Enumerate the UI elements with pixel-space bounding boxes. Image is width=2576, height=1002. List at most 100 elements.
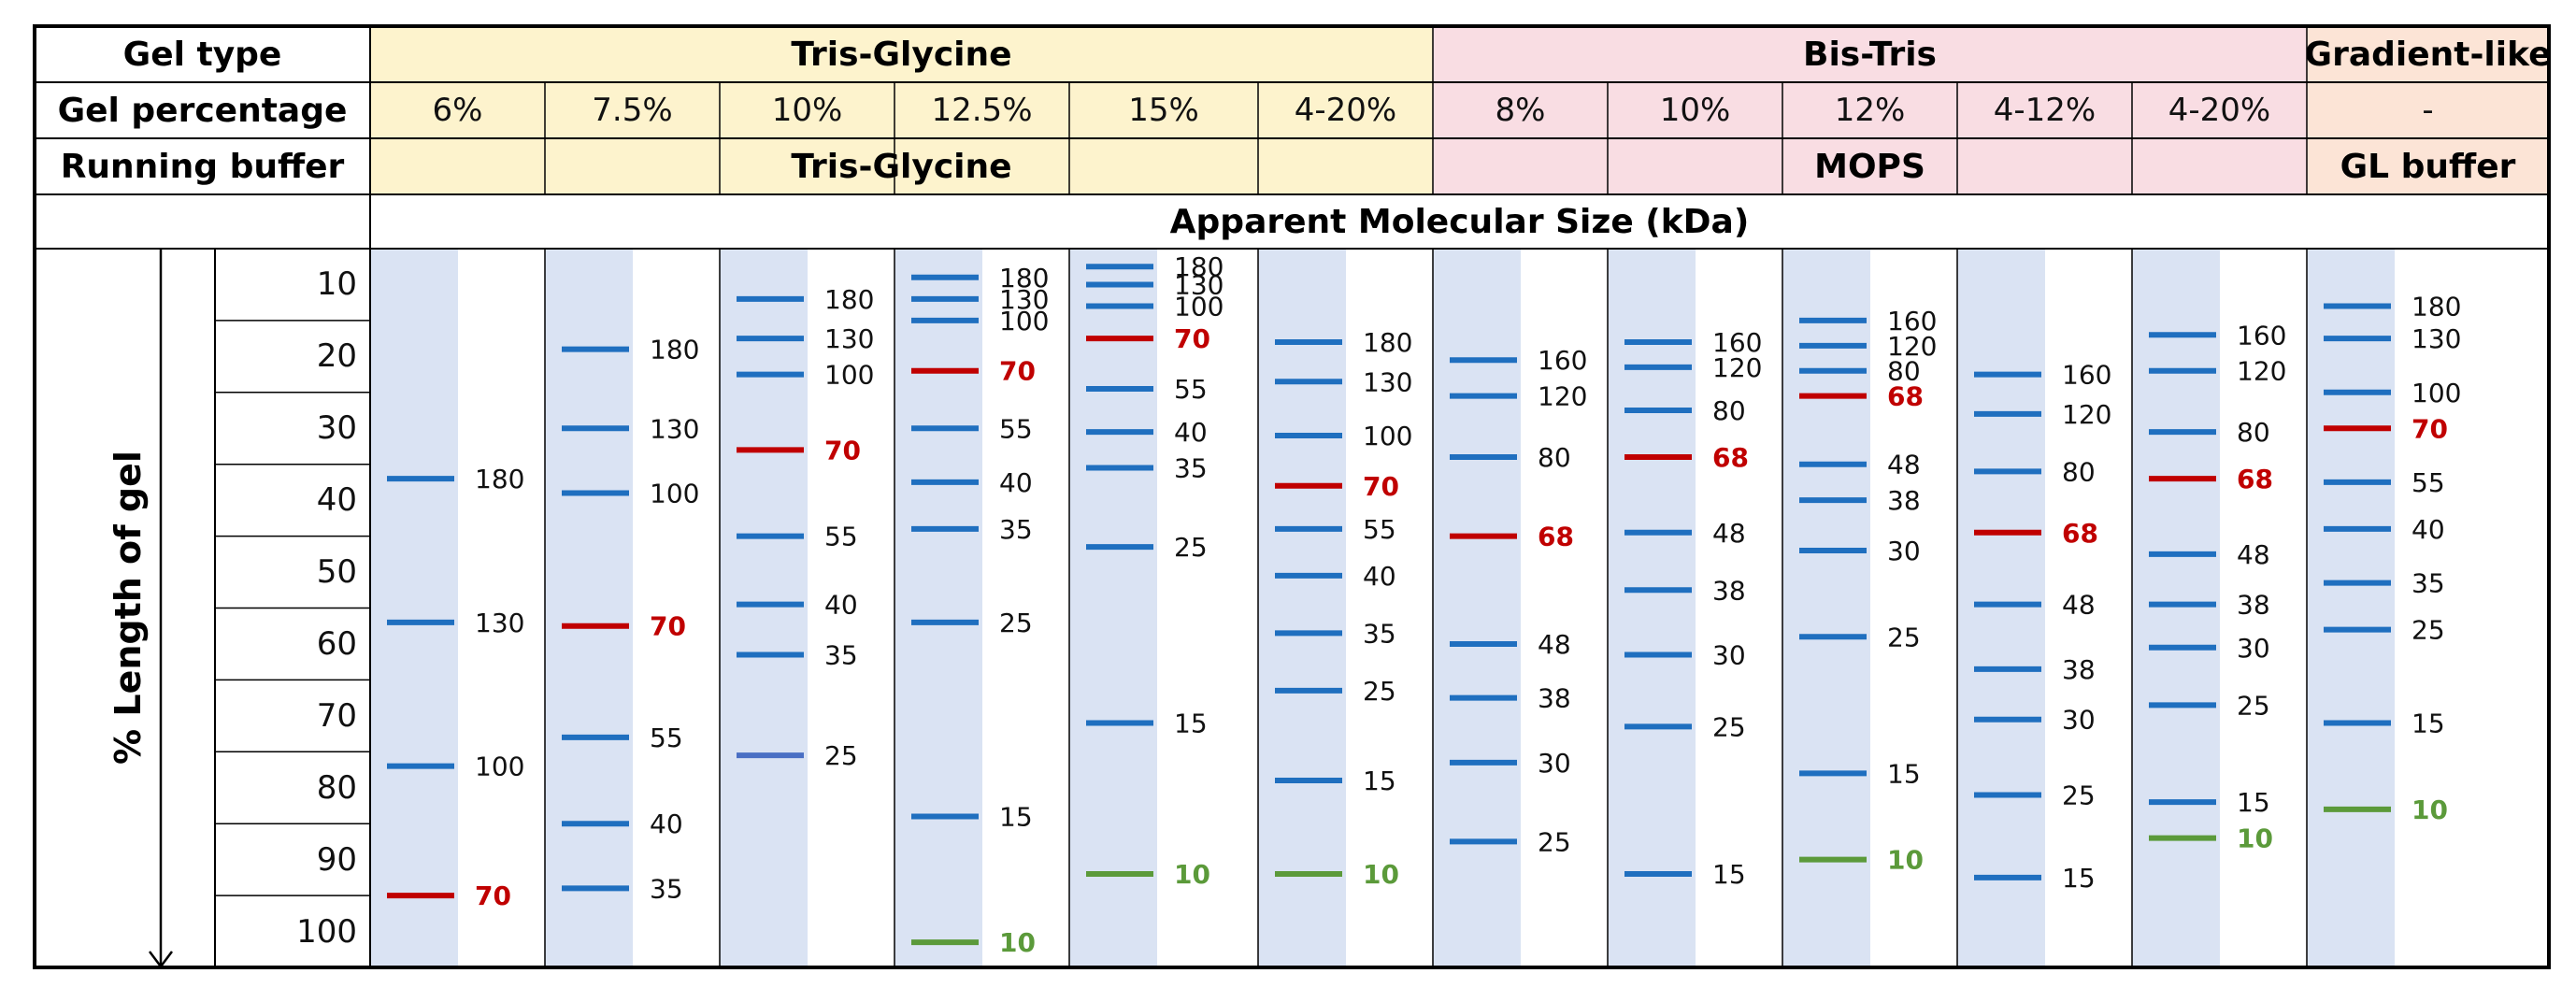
marker-label-lane5-70: 70 xyxy=(1174,323,1210,354)
ruler-tick-40: 40 xyxy=(316,481,357,520)
marker-label-lane6-130: 130 xyxy=(1363,366,1412,397)
marker-label-lane10-15: 15 xyxy=(2062,863,2096,894)
marker-label-lane6-10: 10 xyxy=(1363,859,1399,890)
marker-label-lane4-10: 10 xyxy=(999,927,1036,958)
lane-band-5 xyxy=(1069,249,1157,967)
lane-band-6 xyxy=(1258,249,1346,967)
gel-percentage-10: 4-12% xyxy=(1993,92,2097,129)
marker-label-lane4-40: 40 xyxy=(999,467,1033,498)
marker-label-lane10-68: 68 xyxy=(2062,518,2098,549)
marker-label-lane9-10: 10 xyxy=(1887,845,1924,876)
marker-label-lane7-48: 48 xyxy=(1538,629,1571,660)
marker-label-lane10-48: 48 xyxy=(2062,590,2096,621)
lane-band-2 xyxy=(545,249,633,967)
marker-label-lane9-68: 68 xyxy=(1887,381,1924,412)
marker-label-lane7-120: 120 xyxy=(1538,381,1587,412)
gel-percentage-6: 4-20% xyxy=(1294,92,1397,129)
marker-label-lane5-130: 130 xyxy=(1174,269,1224,300)
marker-label-lane1-180: 180 xyxy=(475,464,524,494)
marker-label-lane7-80: 80 xyxy=(1538,442,1571,473)
marker-label-lane11-68: 68 xyxy=(2237,464,2273,494)
marker-label-lane12-70: 70 xyxy=(2411,413,2448,444)
marker-label-lane4-35: 35 xyxy=(999,514,1033,545)
marker-label-lane6-15: 15 xyxy=(1363,766,1396,796)
marker-label-lane12-15: 15 xyxy=(2411,709,2445,739)
marker-label-lane1-70: 70 xyxy=(475,880,511,911)
marker-label-lane6-180: 180 xyxy=(1363,327,1412,358)
lane-band-1 xyxy=(370,249,458,967)
marker-label-lane3-130: 130 xyxy=(824,323,874,354)
ruler-tick-20: 20 xyxy=(316,337,357,376)
marker-label-lane3-40: 40 xyxy=(824,590,858,621)
marker-label-lane2-130: 130 xyxy=(650,413,699,444)
marker-label-lane11-15: 15 xyxy=(2237,787,2270,818)
gel-percentage-8: 10% xyxy=(1659,92,1731,129)
marker-label-lane6-35: 35 xyxy=(1363,618,1396,649)
marker-label-lane7-68: 68 xyxy=(1538,522,1574,552)
ruler-tick-70: 70 xyxy=(316,696,357,735)
marker-label-lane12-130: 130 xyxy=(2411,323,2461,354)
marker-label-lane3-100: 100 xyxy=(824,360,874,391)
marker-label-lane2-40: 40 xyxy=(650,809,683,839)
marker-label-lane5-15: 15 xyxy=(1174,709,1208,739)
gel-percentage-2: 7.5% xyxy=(592,92,673,129)
marker-label-lane6-25: 25 xyxy=(1363,676,1396,707)
marker-label-lane8-80: 80 xyxy=(1712,395,1746,426)
row-label-gel-percentage: Gel percentage xyxy=(57,91,348,130)
marker-label-lane10-38: 38 xyxy=(2062,654,2096,685)
marker-label-lane4-180: 180 xyxy=(999,263,1049,293)
marker-label-lane6-40: 40 xyxy=(1363,561,1396,592)
marker-label-lane2-70: 70 xyxy=(650,611,686,642)
running-buffer-grad: GL buffer xyxy=(2340,147,2516,186)
gel-percentage-3: 10% xyxy=(771,92,843,129)
marker-label-lane10-25: 25 xyxy=(2062,780,2096,810)
marker-label-lane8-68: 68 xyxy=(1712,442,1749,473)
marker-label-lane4-25: 25 xyxy=(999,608,1033,638)
marker-label-lane12-180: 180 xyxy=(2411,292,2461,322)
marker-label-lane12-100: 100 xyxy=(2411,378,2461,408)
marker-label-lane3-35: 35 xyxy=(824,639,858,670)
marker-label-lane2-100: 100 xyxy=(650,478,699,508)
ruler-tick-30: 30 xyxy=(316,409,357,448)
marker-label-lane4-130: 130 xyxy=(999,284,1049,315)
gel-percentage-9: 12% xyxy=(1834,92,1906,129)
marker-label-lane1-100: 100 xyxy=(475,752,524,782)
marker-label-lane8-15: 15 xyxy=(1712,859,1746,890)
marker-label-lane5-10: 10 xyxy=(1174,859,1210,890)
gel-percentage-4: 12.5% xyxy=(931,92,1033,129)
row-label-running-buffer: Running buffer xyxy=(60,147,345,186)
marker-label-lane8-160: 160 xyxy=(1712,327,1762,358)
marker-label-lane5-180: 180 xyxy=(1174,251,1224,282)
marker-label-lane12-25: 25 xyxy=(2411,615,2445,646)
marker-label-lane4-70: 70 xyxy=(999,356,1036,387)
row-label-gel-type: Gel type xyxy=(122,35,282,74)
marker-label-lane2-55: 55 xyxy=(650,723,683,753)
marker-label-lane4-100: 100 xyxy=(999,306,1049,336)
marker-label-lane2-35: 35 xyxy=(650,873,683,904)
ruler-tick-50: 50 xyxy=(316,553,357,592)
marker-label-lane5-25: 25 xyxy=(1174,532,1208,563)
gel-percentage-11: 4-20% xyxy=(2168,92,2271,129)
marker-label-lane10-160: 160 xyxy=(2062,360,2111,391)
marker-label-lane4-15: 15 xyxy=(999,802,1033,833)
marker-label-lane9-48: 48 xyxy=(1887,450,1921,480)
marker-label-lane9-15: 15 xyxy=(1887,758,1921,789)
gel-percentage-12: - xyxy=(2422,92,2434,129)
marker-label-lane12-10: 10 xyxy=(2411,794,2448,825)
marker-label-lane9-25: 25 xyxy=(1887,622,1921,652)
marker-label-lane5-35: 35 xyxy=(1174,453,1208,484)
running-buffer-bis: MOPS xyxy=(1814,147,1925,186)
marker-label-lane5-40: 40 xyxy=(1174,417,1208,448)
marker-label-lane12-55: 55 xyxy=(2411,467,2445,498)
header-bg-tris xyxy=(370,26,1433,194)
marker-label-lane7-38: 38 xyxy=(1538,683,1571,714)
marker-label-lane9-120: 120 xyxy=(1887,331,1937,362)
marker-label-lane5-100: 100 xyxy=(1174,292,1224,322)
marker-label-lane12-35: 35 xyxy=(2411,568,2445,599)
marker-label-lane4-55: 55 xyxy=(999,413,1033,444)
marker-label-lane11-80: 80 xyxy=(2237,417,2270,448)
marker-label-lane9-38: 38 xyxy=(1887,485,1921,516)
marker-label-lane12-40: 40 xyxy=(2411,514,2445,545)
marker-label-lane8-120: 120 xyxy=(1712,352,1762,383)
marker-label-lane1-130: 130 xyxy=(475,608,524,638)
